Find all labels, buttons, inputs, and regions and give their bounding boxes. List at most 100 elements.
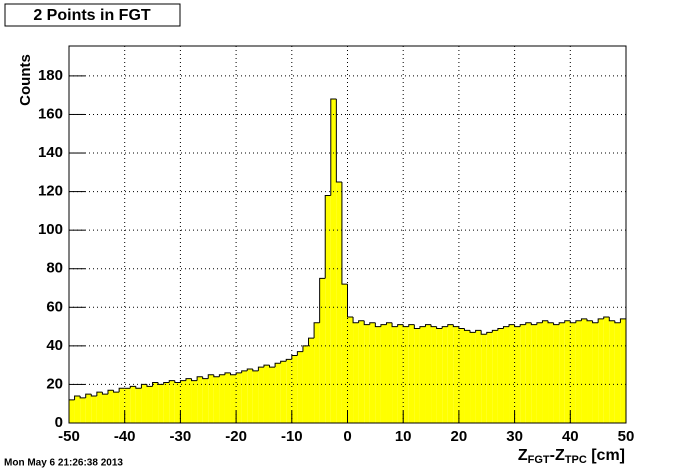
bar	[358, 320, 365, 423]
bar	[102, 394, 108, 423]
bar	[275, 363, 281, 423]
bar	[325, 195, 331, 423]
bar	[486, 332, 493, 423]
y-tick-label: 40	[46, 337, 63, 354]
bar-outline	[230, 372, 237, 376]
bar	[548, 322, 554, 423]
title-box	[4, 3, 181, 27]
bar-outline	[553, 322, 560, 326]
bar-outline	[608, 316, 615, 322]
bar-outline	[369, 322, 376, 325]
bar-outline	[308, 337, 315, 346]
y-tick-label: 180	[38, 67, 63, 84]
bar	[330, 99, 337, 423]
bar-outline	[614, 320, 621, 324]
bar	[514, 326, 521, 423]
bar-outline	[385, 322, 393, 325]
bar	[414, 328, 420, 423]
bar	[252, 370, 259, 423]
bar-outline	[218, 374, 225, 377]
bar	[525, 322, 532, 423]
bar-outline	[463, 328, 471, 331]
timestamp: Mon May 6 21:26:38 2013	[4, 458, 123, 469]
bar-outline	[101, 392, 108, 395]
bar	[620, 318, 626, 423]
y-tick-label: 20	[46, 375, 63, 392]
bar	[224, 372, 231, 423]
x-tick-label: -50	[58, 428, 80, 445]
bar	[314, 322, 320, 423]
bar-outline	[313, 322, 320, 339]
bar-outline	[280, 360, 287, 364]
bar	[503, 326, 510, 423]
bar-outline	[135, 386, 142, 389]
bar-outline	[358, 320, 365, 323]
bar	[163, 382, 170, 423]
bar-outline	[380, 324, 387, 327]
bar-outline	[319, 277, 326, 323]
bar	[553, 324, 560, 423]
bar	[614, 322, 621, 423]
bar	[191, 380, 198, 423]
x-tick-label: 10	[395, 428, 412, 445]
bar	[241, 370, 248, 423]
bar	[169, 380, 175, 423]
bar-outline	[530, 322, 537, 326]
bar-outline	[363, 320, 370, 326]
bar-outline	[324, 194, 331, 279]
y-tick-label: 60	[46, 298, 63, 315]
bar	[185, 378, 192, 423]
bar-outline	[207, 374, 214, 379]
bar	[375, 326, 381, 423]
bar	[297, 351, 303, 423]
bar-outline	[163, 382, 170, 385]
bar	[497, 328, 504, 423]
bar-outline	[558, 322, 565, 325]
bar	[174, 382, 181, 423]
bar-outline	[213, 374, 220, 378]
bar	[308, 338, 315, 423]
bar	[564, 320, 571, 423]
bar-outline	[257, 366, 264, 371]
bar-outline	[224, 372, 231, 375]
bar-outline	[397, 324, 404, 327]
bar	[419, 326, 426, 423]
bar	[146, 386, 153, 423]
x-tick-label: -10	[281, 428, 303, 445]
bar-outline	[452, 324, 459, 328]
bar	[403, 326, 409, 423]
bar-outline	[536, 322, 543, 325]
bar-outline	[408, 324, 415, 327]
x-tick-label: 0	[343, 428, 351, 445]
bar-outline	[502, 326, 510, 329]
bar-outline	[168, 380, 175, 383]
bar-outline	[96, 391, 103, 397]
bar	[96, 392, 103, 423]
bar	[91, 396, 97, 423]
bar-outline	[603, 316, 610, 319]
bar-outline	[430, 324, 437, 328]
bar	[369, 322, 376, 423]
bar-outline	[486, 331, 493, 335]
plot-frame	[68, 45, 627, 424]
bar-outline	[174, 380, 181, 384]
bar	[107, 390, 114, 423]
bar	[509, 324, 515, 423]
bar-outline	[347, 284, 354, 318]
bar-outline	[413, 324, 420, 330]
bar-outline	[597, 318, 604, 323]
bar-outline	[146, 384, 153, 387]
bar	[531, 324, 537, 423]
bar	[575, 320, 582, 423]
bar-outline	[330, 98, 337, 196]
bar-outline	[129, 385, 136, 389]
bar	[364, 324, 370, 423]
bar-outline	[525, 322, 532, 325]
x-tick-label: -40	[114, 428, 136, 445]
bar	[197, 376, 203, 423]
x-label-part: Z	[518, 447, 528, 464]
bar-outline	[107, 389, 114, 395]
bar	[247, 369, 253, 423]
bar-outline	[241, 370, 248, 373]
